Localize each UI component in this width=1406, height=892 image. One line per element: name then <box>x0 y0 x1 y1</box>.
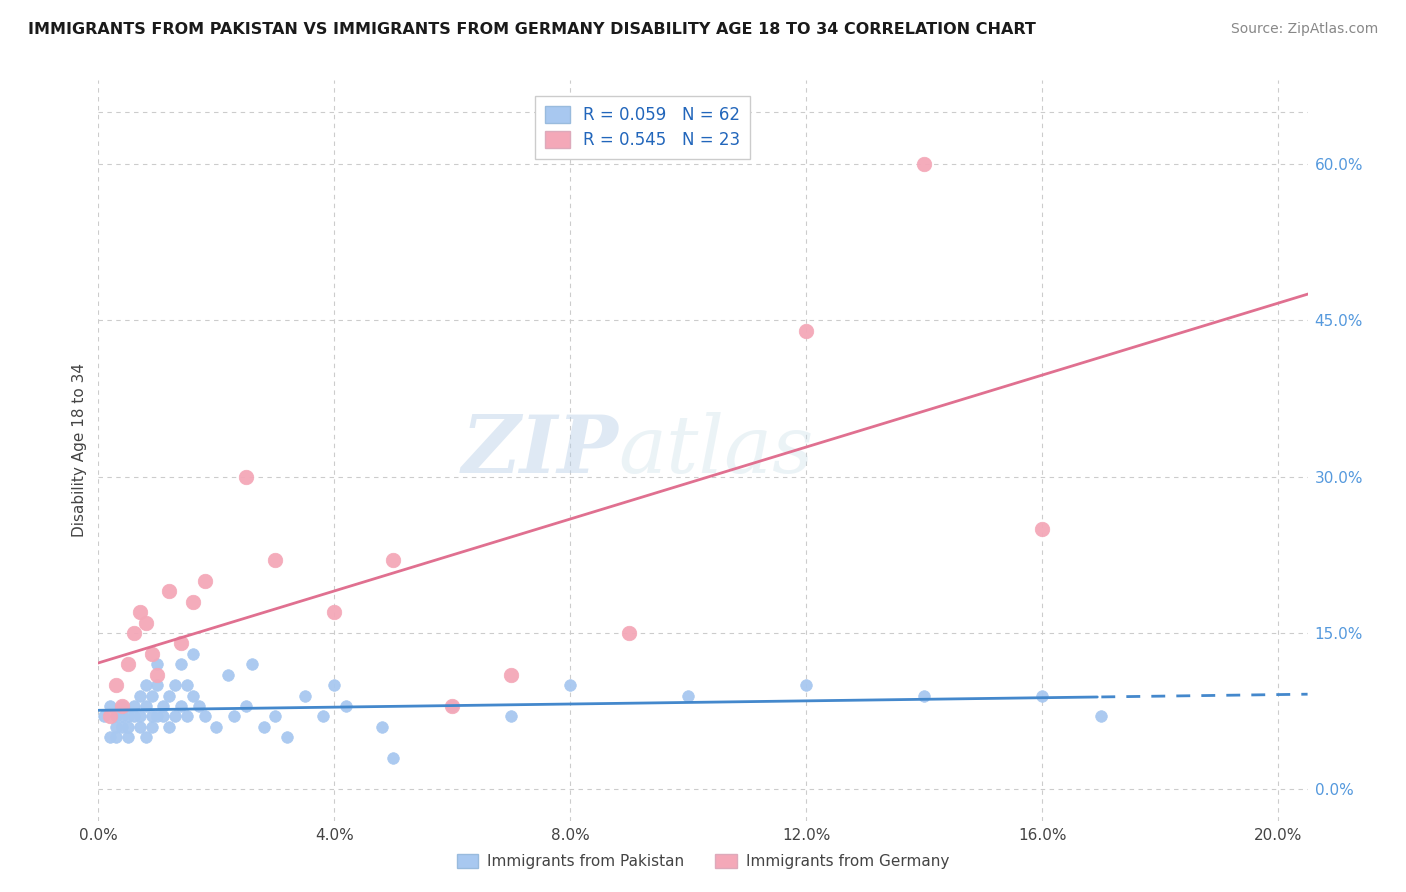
Point <box>235 698 257 713</box>
Point <box>176 678 198 692</box>
Point <box>194 574 217 588</box>
Point <box>1090 709 1112 723</box>
Point <box>157 689 180 703</box>
Point <box>1031 522 1053 536</box>
Point <box>105 709 128 723</box>
Legend: Immigrants from Pakistan, Immigrants from Germany: Immigrants from Pakistan, Immigrants fro… <box>451 848 955 875</box>
Point <box>98 709 121 723</box>
Point <box>122 709 145 723</box>
Point <box>98 730 121 744</box>
Point <box>105 720 128 734</box>
Point <box>98 698 121 713</box>
Point <box>382 553 405 567</box>
Point <box>170 636 193 650</box>
Point <box>105 730 128 744</box>
Point <box>146 667 169 681</box>
Point <box>560 678 582 692</box>
Point <box>117 720 139 734</box>
Point <box>794 324 817 338</box>
Point <box>176 709 198 723</box>
Point <box>912 157 935 171</box>
Text: atlas: atlas <box>619 412 814 489</box>
Point <box>157 584 180 599</box>
Point <box>146 678 169 692</box>
Point <box>294 689 316 703</box>
Point <box>93 709 115 723</box>
Point <box>794 678 817 692</box>
Point <box>252 720 274 734</box>
Point <box>146 709 169 723</box>
Point <box>165 709 187 723</box>
Point <box>141 689 163 703</box>
Point <box>678 689 700 703</box>
Point <box>141 647 163 661</box>
Point <box>135 730 157 744</box>
Point <box>122 626 145 640</box>
Point <box>323 678 346 692</box>
Point <box>501 709 523 723</box>
Point <box>117 730 139 744</box>
Point <box>382 751 405 765</box>
Point <box>311 709 333 723</box>
Point <box>912 689 935 703</box>
Point <box>222 709 245 723</box>
Point <box>141 720 163 734</box>
Point <box>157 720 180 734</box>
Text: ZIP: ZIP <box>461 412 619 489</box>
Point <box>111 698 134 713</box>
Point <box>128 689 150 703</box>
Point <box>619 626 641 640</box>
Point <box>187 698 209 713</box>
Point <box>111 709 134 723</box>
Point <box>501 667 523 681</box>
Point <box>235 469 257 483</box>
Text: IMMIGRANTS FROM PAKISTAN VS IMMIGRANTS FROM GERMANY DISABILITY AGE 18 TO 34 CORR: IMMIGRANTS FROM PAKISTAN VS IMMIGRANTS F… <box>28 22 1036 37</box>
Point <box>323 605 346 619</box>
Point <box>122 698 145 713</box>
Point <box>152 709 174 723</box>
Point <box>181 595 204 609</box>
Point <box>217 667 239 681</box>
Point <box>135 678 157 692</box>
Point <box>117 657 139 672</box>
Point <box>170 657 193 672</box>
Point <box>441 698 464 713</box>
Point <box>141 709 163 723</box>
Point <box>1031 689 1053 703</box>
Point <box>276 730 298 744</box>
Point <box>117 709 139 723</box>
Point <box>128 709 150 723</box>
Point <box>240 657 263 672</box>
Point <box>170 698 193 713</box>
Point <box>135 615 157 630</box>
Point <box>335 698 357 713</box>
Point <box>165 678 187 692</box>
Text: Source: ZipAtlas.com: Source: ZipAtlas.com <box>1230 22 1378 37</box>
Point <box>441 698 464 713</box>
Point <box>181 647 204 661</box>
Point <box>105 678 128 692</box>
Point <box>152 698 174 713</box>
Point <box>264 709 287 723</box>
Point <box>264 553 287 567</box>
Y-axis label: Disability Age 18 to 34: Disability Age 18 to 34 <box>72 363 87 538</box>
Point <box>128 720 150 734</box>
Point <box>205 720 228 734</box>
Point <box>111 698 134 713</box>
Point <box>181 689 204 703</box>
Legend: R = 0.059   N = 62, R = 0.545   N = 23: R = 0.059 N = 62, R = 0.545 N = 23 <box>534 96 751 159</box>
Point <box>135 698 157 713</box>
Point <box>128 605 150 619</box>
Point <box>146 657 169 672</box>
Point <box>111 720 134 734</box>
Point <box>194 709 217 723</box>
Point <box>370 720 392 734</box>
